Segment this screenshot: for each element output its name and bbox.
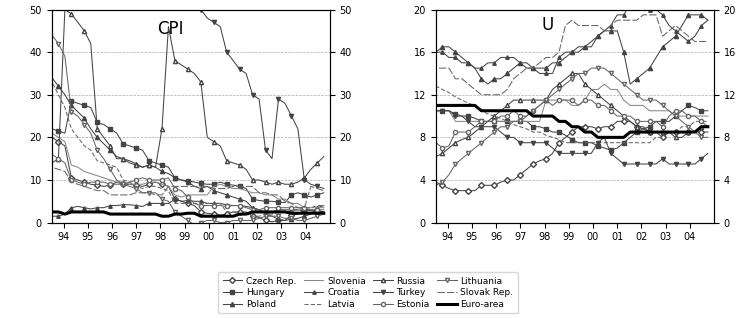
- Legend: Czech Rep., Hungary, Poland, Slovenia, Croatia, Latvia, Russia, Turkey, Estonia,: Czech Rep., Hungary, Poland, Slovenia, C…: [218, 272, 518, 314]
- Text: CPI: CPI: [158, 20, 184, 38]
- Text: U: U: [542, 16, 553, 34]
